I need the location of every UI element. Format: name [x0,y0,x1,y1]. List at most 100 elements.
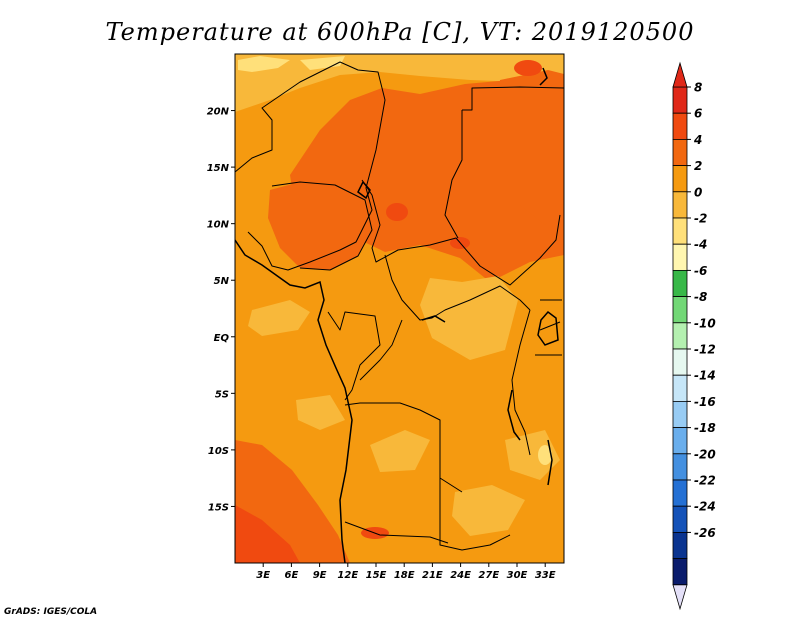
x-tick-label: 6E [285,570,299,581]
field-cool-patch-gulf [248,300,310,336]
colorbar-swatch [672,217,688,245]
colorbar-label: -12 [694,343,716,357]
colorbar-swatch [672,532,688,560]
lake-malawi [547,439,553,486]
coastline-atlantic [235,239,353,563]
border-libya-sudan [462,86,564,111]
border-angola-namibia [344,521,449,544]
x-tick-label: 15E [366,570,387,581]
colorbar-label: -24 [694,500,716,514]
colorbar-swatch [672,558,688,586]
y-tick-label: 5S [215,389,229,400]
colorbar-swatch [672,322,688,350]
border-drc-east [511,309,531,456]
field-cool-patch-malawi [505,430,560,480]
colorbar-swatch [672,296,688,324]
coastline-lakes [235,67,559,563]
colorbar-swatch [672,86,688,114]
border-chad-car [361,179,561,286]
x-axis: 3E 6E 9E 12E 15E 18E 21E 24E 27E 30E 33E [256,563,556,581]
field-cool-patch-zambia [452,485,525,536]
colorbar-swatch [672,374,688,402]
x-tick-label: 12E [337,570,358,581]
border-west-africa [235,61,386,271]
lake-nasser [539,67,548,86]
field-cool-patch-congo [420,276,518,360]
congo-river-segment [421,315,446,323]
lake-chad [357,180,371,200]
field-southwest-core [235,505,300,563]
field-cool-patch-angola [370,430,430,472]
colorbar-swatch [672,400,688,428]
y-tick-label: 15S [208,502,229,513]
colorbar-swatch [672,138,688,166]
chart-title: Temperature at 600hPa [C], VT: 201912050… [106,18,695,46]
country-borders [235,61,564,551]
field-sudan-plateau [498,70,564,225]
map-frame [234,53,565,564]
border-car-drc [384,254,531,321]
colorbar-label: -4 [694,238,707,252]
y-tick-label: 15N [207,163,230,174]
x-tick-label: 21E [422,570,443,581]
colorbar-label: -20 [694,447,716,461]
y-tick-label: EQ [214,333,230,344]
colorbar-swatch [672,165,688,193]
field-cold-cell-se [538,445,552,465]
colorbar-swatch [672,191,688,219]
colorbar-label: -6 [694,264,707,278]
temperature-map [235,54,564,563]
colorbar-swatch [672,269,688,297]
colorbar-label: 4 [693,133,702,147]
border-nigeria [271,181,373,271]
colorbar-swatch [672,453,688,481]
field-nigeria-cameroon [268,182,372,270]
field-cold-cell-nw [238,56,290,72]
border-gabon-congo [327,311,381,401]
x-tick-label: 33E [535,570,556,581]
colorbar-label: -18 [694,421,716,435]
field-cold-cell-n [300,56,345,70]
y-tick-label: 10S [208,446,229,457]
colorbar-swatch [672,112,688,140]
x-tick-label: 24E [450,570,471,581]
x-tick-label: 3E [256,570,270,581]
colorbar-label: 6 [694,107,702,121]
field-hot-pocket-niger [386,203,408,221]
x-tick-label: 30E [507,570,528,581]
colorbar-label: 8 [694,81,702,95]
border-congo-drc [359,319,403,381]
lake-victoria [537,310,559,346]
border-chad-sudan [444,110,463,239]
colorbar-swatch [672,348,688,376]
lake-tanganyika [507,389,521,441]
y-tick-label: 5N [214,276,230,287]
y-axis: 20N 15N 10N 5N EQ 5S 10S 15S [207,107,235,513]
y-tick-label: 10N [207,220,230,231]
colorbar-label: -10 [694,316,716,330]
footer-credit: GrADS: IGES/COLA [4,607,97,617]
colorbar-label: -2 [694,212,707,226]
x-tick-label: 18E [394,570,415,581]
colorbar-label: -8 [694,290,707,304]
colorbar-label: -16 [694,395,716,409]
colorbar-swatch [672,427,688,455]
colorbar: 8 6 4 2 0 -2 -4 -6 -8 -10 -12 -14 -16 -18 -20 -22 -24 -26 [672,61,716,611]
colorbar-label: -14 [694,369,716,383]
colorbar-under-arrow [672,584,688,611]
border-zambia [439,478,511,551]
colorbar-over-arrow [672,61,688,88]
colorbar-swatch [672,505,688,533]
colorbar-swatch [672,243,688,271]
field-cool-patch-coast [296,395,345,430]
colorbar-label: 0 [694,185,702,199]
colorbar-label: 2 [694,159,702,173]
colorbar-label: -26 [694,526,716,540]
field-hot-pocket-ne [514,60,542,76]
colorbar-label: -22 [694,474,716,488]
x-tick-label: 27E [478,570,499,581]
x-tick-label: 9E [313,570,327,581]
y-tick-label: 20N [207,107,230,118]
colorbar-swatch [672,479,688,507]
